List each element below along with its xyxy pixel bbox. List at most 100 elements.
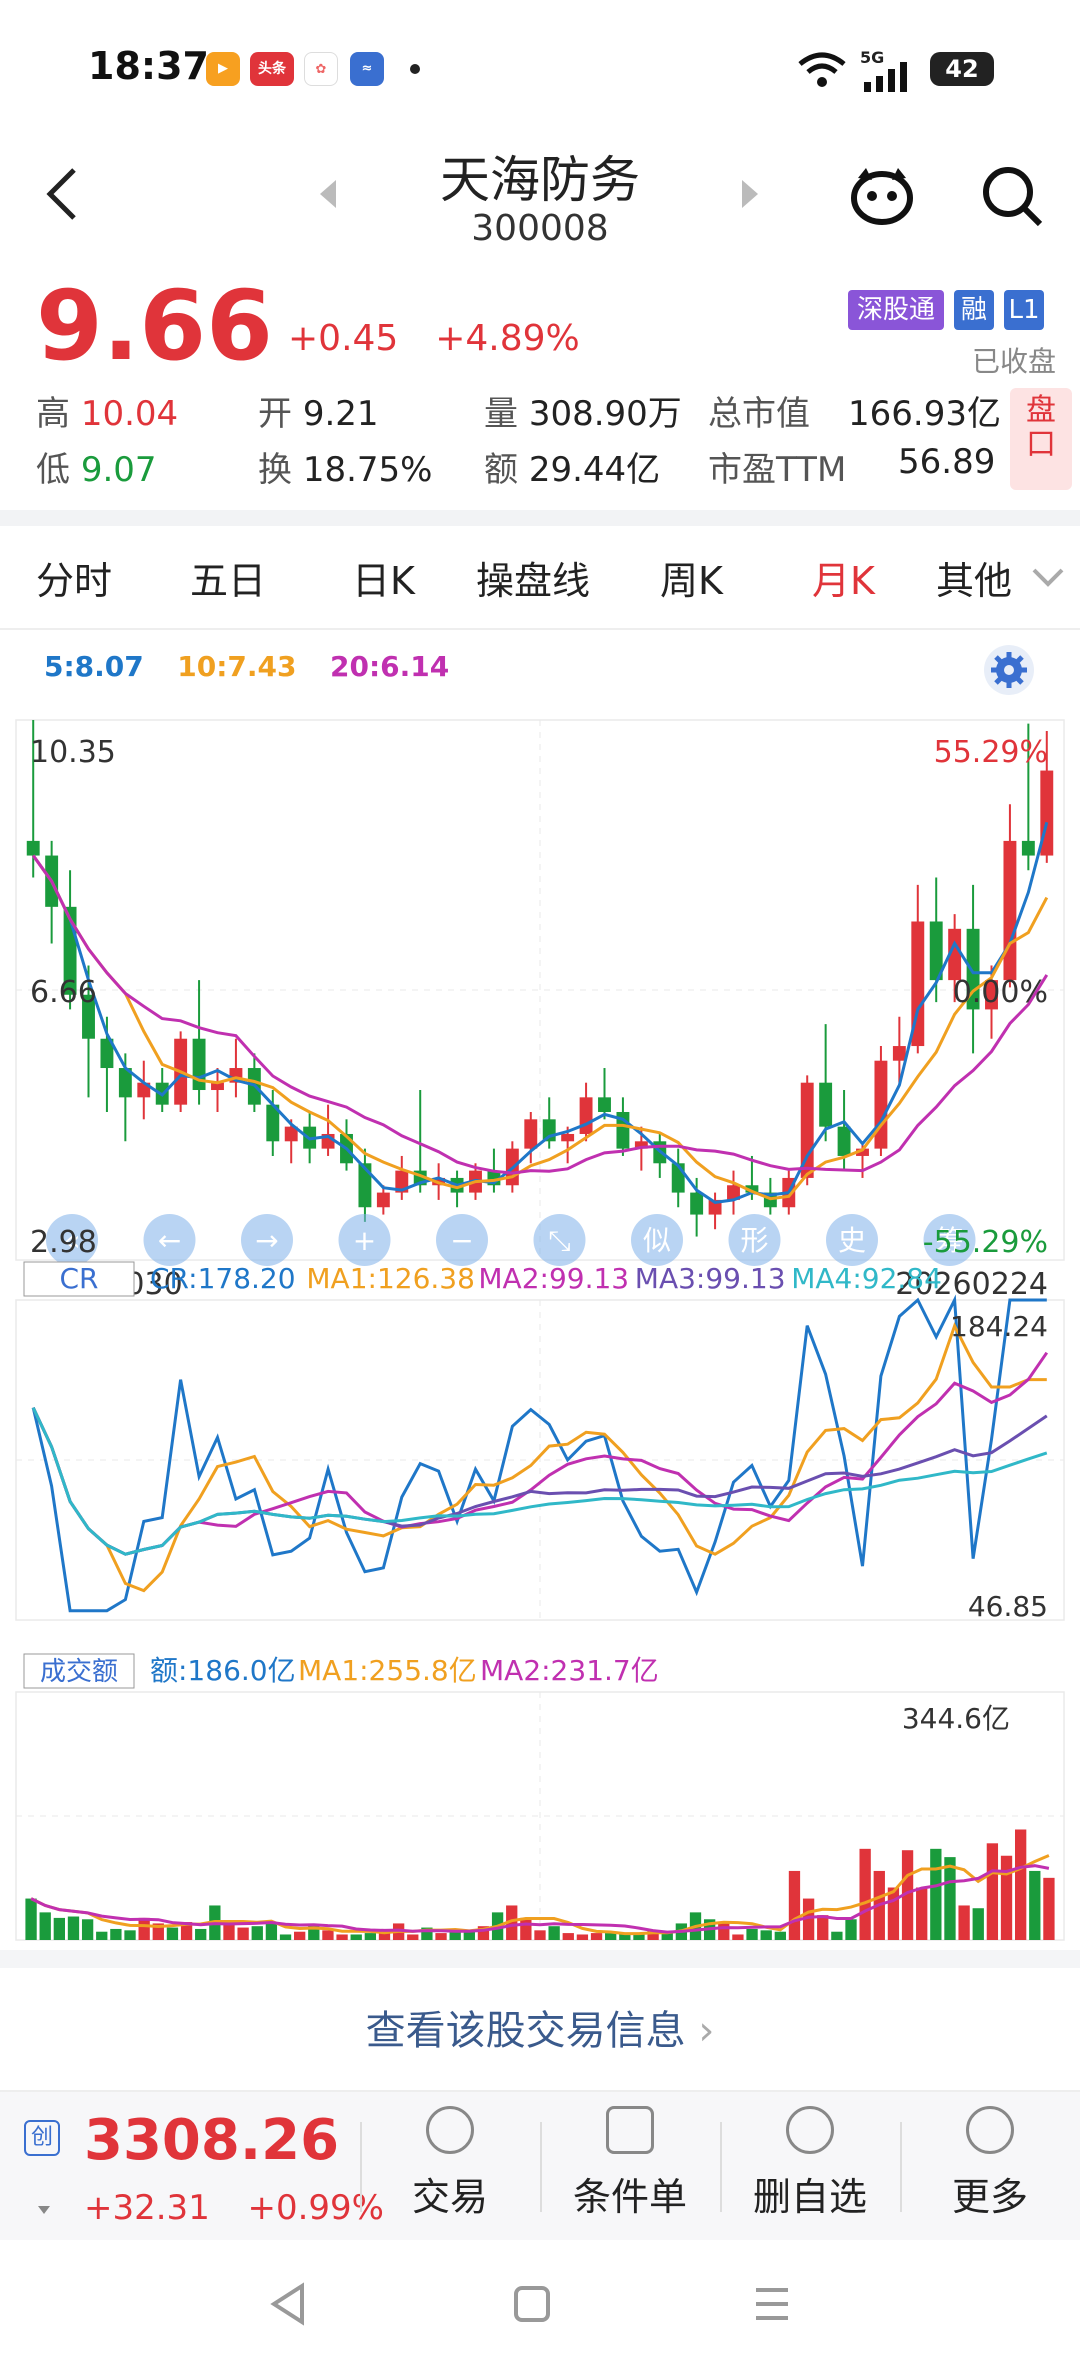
kline-chart[interactable]: « ← → + − ⤡ 似 形 史 筹 10.35 6.66 2.98 55.29% 0.00% -55.2…: [0, 700, 1080, 1950]
tab-monthly-k[interactable]: 月K: [812, 559, 875, 603]
candle-body: [1021, 840, 1035, 856]
volume-bar: [605, 1933, 617, 1940]
chart-tool-button: [826, 1214, 878, 1266]
trade-info-link[interactable]: 查看该股交易信息 ›: [0, 1968, 1080, 2088]
volume-bar: [67, 1916, 80, 1940]
candle-body: [874, 1060, 888, 1149]
prev-stock-icon[interactable]: [318, 178, 338, 210]
tab-intraday[interactable]: 分时: [36, 559, 113, 603]
volume-bar: [718, 1923, 730, 1940]
bottom-toolbar: 创 3308.26 +32.31 +0.99% 交易 条件单 删自选 更多: [0, 2090, 1080, 2240]
nav-home-icon[interactable]: [512, 2284, 552, 2324]
section-divider: [0, 510, 1080, 526]
ma-line: [31, 854, 1049, 1201]
remove-watchlist-button[interactable]: 删自选: [730, 2106, 890, 2221]
open-value: 9.21: [302, 394, 379, 434]
volume-value: 308.90万: [528, 394, 682, 434]
volume-bar: [407, 1934, 419, 1940]
cr-label-box: [23, 1261, 135, 1297]
volume-bar: [350, 1934, 362, 1940]
chinext-index-icon[interactable]: 创: [24, 2120, 60, 2156]
volume-bar: [802, 1898, 815, 1940]
main-y-mid-label: 6.66: [30, 975, 97, 1010]
candle-body: [948, 928, 962, 981]
volume-bar: [279, 1934, 292, 1940]
tab-five-day[interactable]: 五日: [190, 559, 267, 603]
index-value[interactable]: 3308.26: [84, 2108, 340, 2173]
mascot-icon[interactable]: [848, 164, 916, 226]
trade-button[interactable]: 交易: [370, 2106, 530, 2221]
tab-trading-line[interactable]: 操盘线: [476, 559, 591, 603]
chart-tool-button: [923, 1214, 976, 1266]
candle-body: [561, 1133, 575, 1142]
volume-bar: [1015, 1829, 1027, 1940]
section-divider: [0, 1950, 1080, 1968]
search-icon[interactable]: [980, 164, 1044, 228]
volume-bar: [788, 1870, 801, 1940]
chart-tool-label: 形: [740, 1224, 768, 1257]
chart-tool-label: 似: [643, 1224, 671, 1257]
tab-weekly-k[interactable]: 周K: [660, 559, 723, 603]
chevron-down-icon[interactable]: [1030, 566, 1066, 590]
chart-tool-label: −: [450, 1224, 473, 1257]
volume-bar: [294, 1931, 306, 1940]
condition-order-button[interactable]: 条件单: [550, 2106, 710, 2221]
chart-tool-label: «: [63, 1224, 80, 1257]
tab-daily-k[interactable]: 日K: [352, 559, 415, 603]
candle-body: [837, 1126, 851, 1156]
wifi-icon: [798, 52, 846, 87]
volume-bar: [901, 1850, 914, 1940]
candle-body: [745, 1185, 759, 1193]
turnover-value: 18.75%: [302, 450, 433, 490]
index-change-amount: +32.31: [84, 2188, 210, 2228]
cr-line: [31, 1322, 1047, 1593]
volume-legend-item: MA1:255.8亿: [298, 1654, 477, 1687]
nav-back-icon[interactable]: [268, 2282, 308, 2326]
candle-body: [26, 840, 40, 856]
tab-other[interactable]: 其他: [936, 559, 1013, 603]
volume-bar: [619, 1934, 631, 1940]
volume-bar: [477, 1926, 490, 1940]
candle-body: [395, 1170, 409, 1193]
toolbar-separator: [900, 2122, 902, 2212]
index-expand-icon[interactable]: [36, 2204, 52, 2216]
volume-bar: [1000, 1855, 1013, 1940]
candle-body: [800, 1082, 814, 1178]
chart-settings-button[interactable]: [984, 645, 1034, 695]
cr-legend-item: MA2:99.13: [478, 1262, 629, 1295]
candle-body: [284, 1126, 298, 1142]
stock-code: 300008: [471, 208, 609, 249]
volume-indicator-label: 成交额: [40, 1657, 118, 1687]
volume-bar: [831, 1931, 843, 1940]
chart-tool-button: [631, 1214, 683, 1266]
volume-bar: [449, 1928, 461, 1940]
candle-body: [634, 1141, 648, 1149]
low-stat: 低 9.07: [36, 450, 157, 490]
ma-line: [31, 854, 1049, 1175]
cr-y-max-label: 184.24: [950, 1310, 1048, 1343]
chart-tool-button: [533, 1214, 586, 1266]
volume-bar: [308, 1924, 320, 1940]
volume-bar: [435, 1933, 447, 1940]
sgt-tag: 深股通: [848, 290, 944, 330]
more-button-label: 更多: [951, 2175, 1028, 2219]
volume-bar: [506, 1905, 518, 1940]
change-percent: +4.89%: [435, 318, 580, 359]
cr-indicator-label: CR: [59, 1262, 98, 1295]
nav-menu-icon[interactable]: [752, 2284, 792, 2324]
next-stock-icon[interactable]: [740, 178, 760, 210]
volume-bar: [180, 1922, 193, 1940]
gear-icon: [991, 652, 1027, 688]
volume-bar: [96, 1931, 108, 1940]
candle-body: [892, 1046, 906, 1061]
order-book-toggle[interactable]: 盘口: [1010, 388, 1072, 490]
more-button[interactable]: 更多: [910, 2106, 1070, 2221]
toolbar-separator: [720, 2122, 722, 2212]
volume-bar: [732, 1934, 744, 1940]
change-amount: +0.45: [288, 318, 399, 359]
notification-dot-icon: [410, 64, 420, 74]
main-pct-top-label: 55.29%: [934, 735, 1048, 770]
current-price: 9.66: [36, 270, 273, 382]
back-icon[interactable]: [44, 166, 80, 222]
